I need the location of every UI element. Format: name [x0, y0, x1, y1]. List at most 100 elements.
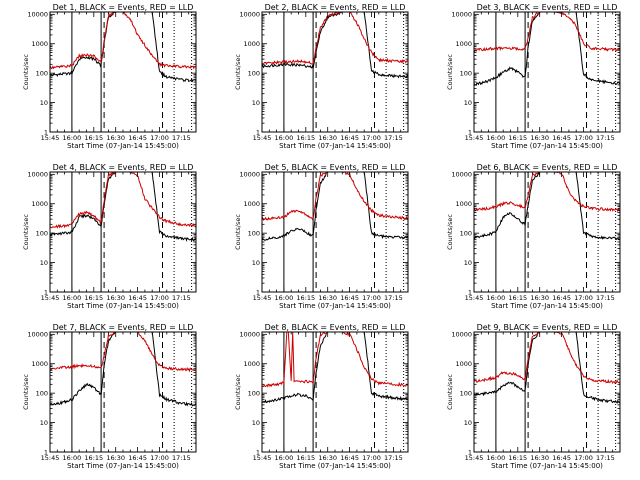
- x-tick-label: 16:30: [530, 294, 549, 302]
- series-group: [50, 12, 196, 83]
- x-tick-label: 16:45: [552, 134, 571, 142]
- x-tick-label: 15:45: [41, 454, 60, 462]
- y-tick-label: 10: [464, 419, 472, 427]
- marker-lines: [283, 12, 405, 132]
- x-tick-label: 15:45: [253, 454, 272, 462]
- y-tick-label: 10000: [239, 171, 260, 179]
- y-tick-label: 10000: [27, 171, 48, 179]
- series-group: [262, 332, 408, 404]
- x-axis-label: Start Time (07-Jan-14 15:45:00): [491, 462, 603, 470]
- y-tick-label: 100: [460, 389, 472, 397]
- events-series-line: [50, 12, 196, 83]
- x-tick-label: 16:30: [106, 454, 125, 462]
- lld-series-line: [474, 332, 620, 385]
- x-tick-label: 16:30: [318, 294, 337, 302]
- x-tick-label: 16:30: [530, 134, 549, 142]
- y-tick-label: 1: [256, 128, 260, 136]
- x-tick-label: 16:00: [487, 294, 506, 302]
- x-tick-label: 16:15: [296, 454, 315, 462]
- panel-title: Det 1, BLACK = Events, RED = LLD: [53, 3, 194, 12]
- x-tick-label: 17:15: [172, 134, 191, 142]
- y-axis: 1 10 100 1000 10000: [239, 171, 408, 296]
- marker-lines: [283, 332, 405, 452]
- panel-title: Det 5, BLACK = Events, RED = LLD: [265, 163, 406, 172]
- x-tick-label: 16:45: [340, 294, 359, 302]
- x-tick-label: 16:00: [63, 134, 82, 142]
- y-tick-label: 1: [468, 288, 472, 296]
- x-tick-label: 16:00: [487, 454, 506, 462]
- x-tick-label: 16:30: [530, 454, 549, 462]
- y-tick-label: 1000: [31, 40, 48, 48]
- x-tick-label: 17:00: [150, 454, 169, 462]
- x-tick-label: 16:45: [340, 454, 359, 462]
- marker-lines: [71, 12, 193, 132]
- x-tick-label: 15:45: [41, 294, 60, 302]
- y-tick-label: 1: [44, 448, 48, 456]
- lld-series-line: [50, 332, 196, 373]
- x-tick-label: 15:45: [465, 294, 484, 302]
- x-axis-label: Start Time (07-Jan-14 15:45:00): [67, 462, 179, 470]
- y-tick-label: 100: [460, 69, 472, 77]
- x-tick-label: 16:15: [296, 294, 315, 302]
- y-axis-label: Counts/sec: [446, 374, 454, 410]
- y-axis-label: Counts/sec: [446, 54, 454, 90]
- x-tick-label: 17:15: [596, 454, 615, 462]
- x-axis: 15:45 16:00 16:15 16:30 16:45 17:00 17:15: [465, 172, 621, 302]
- x-tick-label: 16:45: [128, 454, 147, 462]
- x-tick-label: 17:00: [574, 454, 593, 462]
- events-series-line: [50, 332, 196, 407]
- y-tick-label: 1000: [31, 360, 48, 368]
- x-tick-label: 16:45: [128, 294, 147, 302]
- y-tick-label: 1: [468, 128, 472, 136]
- y-tick-label: 100: [36, 69, 48, 77]
- y-tick-label: 100: [36, 389, 48, 397]
- events-series-line: [50, 172, 196, 242]
- x-axis: 15:45 16:00 16:15 16:30 16:45 17:00 17:15: [41, 12, 197, 142]
- x-tick-label: 16:15: [508, 294, 527, 302]
- panel-title: Det 7, BLACK = Events, RED = LLD: [53, 323, 194, 332]
- lld-series-line: [262, 172, 408, 221]
- x-axis-label: Start Time (07-Jan-14 15:45:00): [279, 142, 391, 150]
- y-tick-label: 10: [252, 259, 260, 267]
- y-axis: 1 10 100 1000 10000: [451, 11, 620, 136]
- panel-title: Det 6, BLACK = Events, RED = LLD: [477, 163, 618, 172]
- x-tick-label: 16:30: [318, 134, 337, 142]
- x-axis-label: Start Time (07-Jan-14 15:45:00): [67, 142, 179, 150]
- x-axis: 15:45 16:00 16:15 16:30 16:45 17:00 17:15: [41, 332, 197, 462]
- marker-lines: [495, 332, 617, 452]
- x-tick-label: 17:15: [596, 134, 615, 142]
- y-tick-label: 100: [248, 389, 260, 397]
- x-tick-label: 15:45: [253, 134, 272, 142]
- y-tick-label: 1000: [243, 40, 260, 48]
- x-tick-label: 16:00: [63, 294, 82, 302]
- y-axis-label: Counts/sec: [22, 374, 30, 410]
- x-tick-label: 16:00: [487, 134, 506, 142]
- series-group: [50, 332, 196, 407]
- x-tick-label: 16:45: [552, 454, 571, 462]
- y-tick-label: 10000: [27, 331, 48, 339]
- y-tick-label: 100: [460, 229, 472, 237]
- x-tick-label: 17:15: [172, 294, 191, 302]
- y-axis-label: Counts/sec: [234, 214, 242, 250]
- y-tick-label: 10000: [27, 11, 48, 19]
- x-tick-label: 16:45: [340, 134, 359, 142]
- y-tick-label: 10: [464, 259, 472, 267]
- y-axis-label: Counts/sec: [22, 214, 30, 250]
- x-tick-label: 15:45: [41, 134, 60, 142]
- x-tick-label: 16:30: [318, 454, 337, 462]
- y-tick-label: 1000: [243, 360, 260, 368]
- x-tick-label: 17:00: [574, 134, 593, 142]
- series-group: [50, 172, 196, 242]
- y-axis: 1 10 100 1000 10000: [27, 171, 196, 296]
- y-axis: 1 10 100 1000 10000: [239, 11, 408, 136]
- y-tick-label: 10: [40, 419, 48, 427]
- panel-title: Det 2, BLACK = Events, RED = LLD: [265, 3, 406, 12]
- x-tick-label: 16:00: [275, 454, 294, 462]
- panel-title: Det 9, BLACK = Events, RED = LLD: [477, 323, 618, 332]
- y-tick-label: 1000: [455, 360, 472, 368]
- marker-lines: [495, 12, 617, 132]
- x-tick-label: 17:00: [150, 294, 169, 302]
- marker-lines: [283, 172, 405, 292]
